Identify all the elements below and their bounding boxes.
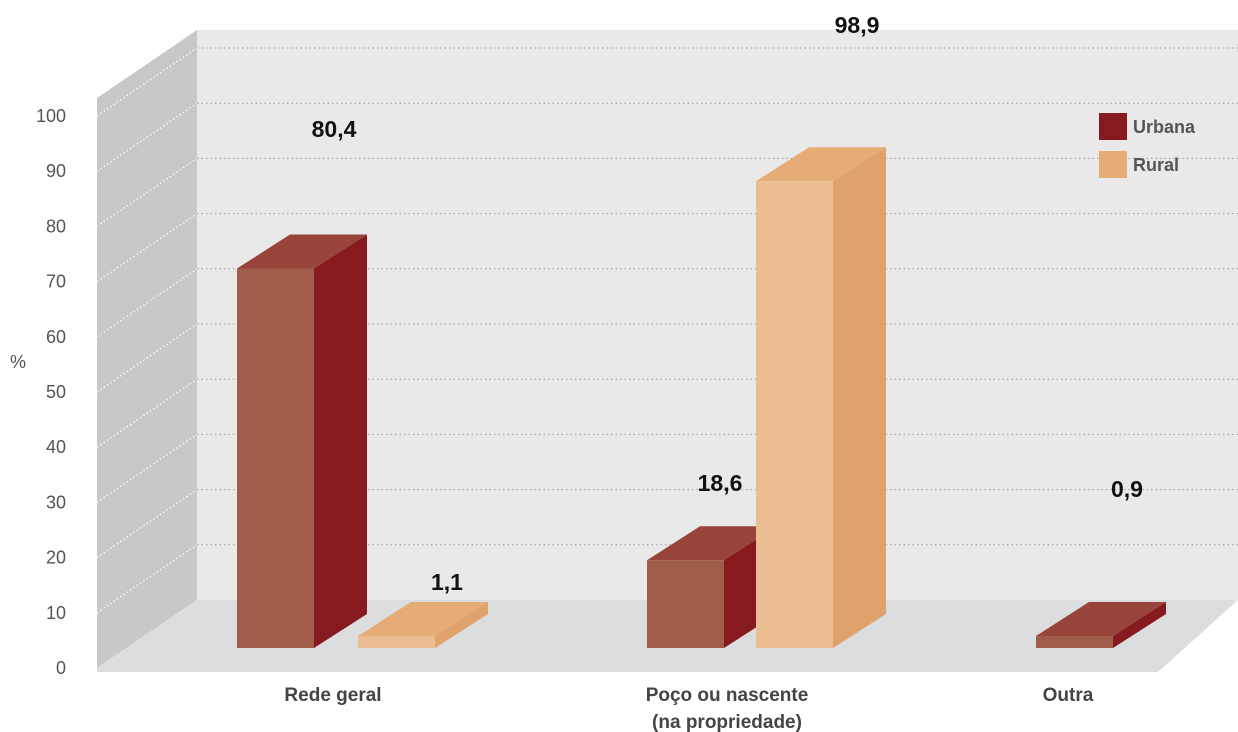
legend-label-rural: Rural bbox=[1133, 155, 1179, 175]
legend-label-urbana: Urbana bbox=[1133, 117, 1196, 137]
bar-rural bbox=[756, 147, 886, 648]
legend-swatch-urbana bbox=[1099, 113, 1127, 140]
y-tick-label: 20 bbox=[46, 548, 66, 568]
bar-urbana bbox=[1036, 602, 1166, 648]
category-label: Outra bbox=[1043, 685, 1094, 706]
y-tick-label: 50 bbox=[46, 382, 66, 402]
gridline-left bbox=[96, 489, 198, 559]
left-wall bbox=[97, 30, 197, 668]
y-tick-label: 100 bbox=[36, 106, 66, 126]
data-label: 18,6 bbox=[698, 470, 743, 496]
gridlines bbox=[96, 47, 1238, 614]
category-label: Rede geral bbox=[284, 685, 381, 706]
gridline-left bbox=[96, 268, 198, 338]
legend-swatch-rural bbox=[1099, 151, 1127, 178]
gridline-left bbox=[96, 323, 198, 393]
legend: Urbana Rural bbox=[1099, 113, 1196, 178]
data-label: 1,1 bbox=[431, 569, 463, 595]
bar-urbana bbox=[237, 234, 367, 648]
y-tick-label: 10 bbox=[46, 603, 66, 623]
back-wall bbox=[197, 30, 1238, 600]
bar-front-face bbox=[756, 181, 833, 648]
data-label: 80,4 bbox=[312, 116, 357, 142]
bar-top-face bbox=[1036, 602, 1166, 636]
gridline-left bbox=[96, 157, 198, 227]
bar-front-face bbox=[358, 636, 435, 648]
gridline-left bbox=[96, 544, 198, 614]
y-axis-label: % bbox=[10, 352, 26, 372]
category-labels: Rede geral Poço ou nascente (na propriedad… bbox=[284, 685, 1093, 732]
y-tick-label: 70 bbox=[46, 272, 66, 292]
gridline-left bbox=[96, 213, 198, 283]
bar-side-face bbox=[314, 234, 367, 648]
bar-rural bbox=[358, 602, 488, 648]
gridline-left bbox=[96, 102, 198, 172]
gridline-left bbox=[96, 378, 198, 448]
y-tick-label: 40 bbox=[46, 437, 66, 457]
bar-top-face bbox=[756, 147, 886, 182]
y-tick-label: 60 bbox=[46, 327, 66, 347]
category-label-line: Outra bbox=[1043, 685, 1094, 706]
category-label-line: Rede geral bbox=[284, 685, 381, 706]
bar-top-face bbox=[647, 526, 777, 561]
bar-side-face bbox=[1113, 602, 1166, 648]
category-label: Poço ou nascente (na propriedade) bbox=[646, 685, 809, 732]
y-axis-ticks: 0 10 20 30 40 50 60 70 80 90 100 bbox=[36, 106, 66, 678]
data-label: 98,9 bbox=[835, 12, 880, 38]
bars: 80,4 1,1 18,6 98,9 0,9 bbox=[237, 12, 1166, 648]
category-label-line: (na propriedade) bbox=[652, 712, 802, 732]
bar-front-face bbox=[647, 560, 724, 648]
bar-front-face bbox=[1036, 636, 1113, 648]
gridline-left bbox=[96, 433, 198, 503]
bar-top-face bbox=[358, 602, 488, 636]
data-label: 0,9 bbox=[1111, 476, 1143, 502]
gridline-left bbox=[96, 47, 198, 117]
bar-front-face bbox=[237, 268, 314, 648]
y-tick-label: 0 bbox=[56, 658, 66, 678]
y-tick-label: 80 bbox=[46, 216, 66, 236]
y-tick-label: 30 bbox=[46, 492, 66, 512]
bar-top-face bbox=[237, 234, 367, 269]
bar-side-face bbox=[833, 147, 886, 648]
bar-side-face bbox=[435, 602, 488, 648]
category-label-line: Poço ou nascente bbox=[646, 685, 809, 706]
y-tick-label: 90 bbox=[46, 161, 66, 181]
